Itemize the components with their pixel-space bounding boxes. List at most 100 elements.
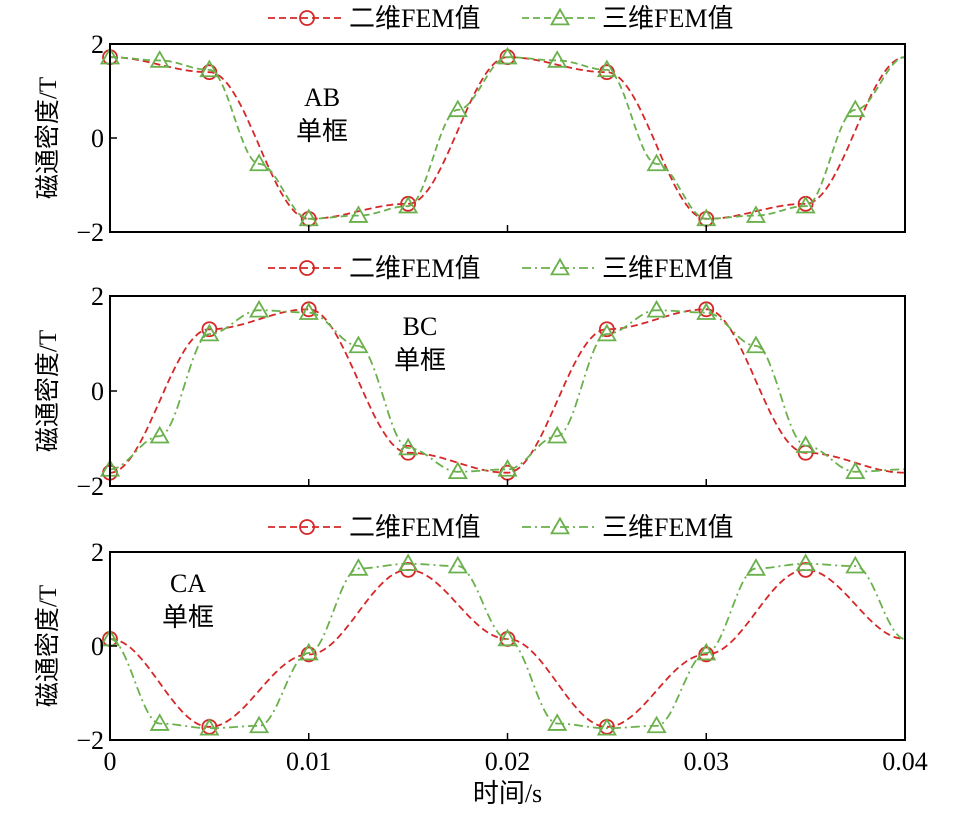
legend-label: 三维FEM值 xyxy=(602,513,733,542)
data-point-fem3d xyxy=(596,59,617,78)
data-point-fem3d xyxy=(795,195,816,214)
series-line-fem3d xyxy=(110,562,905,730)
legend-marker xyxy=(299,10,315,26)
data-point-fem3d xyxy=(199,323,220,342)
data-point-fem3d xyxy=(298,642,319,661)
y-tick-label: −2 xyxy=(76,472,104,501)
data-point-fem3d xyxy=(795,435,816,453)
data-point-fem3d xyxy=(149,425,170,444)
legend-label: 二维FEM值 xyxy=(349,254,480,283)
y-tick-label: −2 xyxy=(76,726,104,755)
data-point-fem3d xyxy=(348,558,369,576)
legend-label: 二维FEM值 xyxy=(349,513,480,542)
data-point-fem3d xyxy=(149,713,170,731)
series-line-fem3d xyxy=(110,309,905,473)
panel-annotation: CA xyxy=(170,569,206,598)
data-point-fem3d xyxy=(646,715,667,734)
data-point-fem3d xyxy=(348,205,369,223)
y-axis-label: 磁通密度/T xyxy=(34,77,62,199)
x-tick-label: 0.01 xyxy=(286,747,332,776)
data-point-fem2d xyxy=(698,646,715,663)
data-point-fem3d xyxy=(795,553,816,572)
data-point-fem3d xyxy=(398,195,419,214)
data-point-fem3d xyxy=(199,717,220,736)
legend: 二维FEM值 三维FEM值 xyxy=(268,4,733,33)
legend-marker xyxy=(299,519,315,535)
legend: 二维FEM值 三维FEM值 xyxy=(268,513,733,542)
data-point-fem3d xyxy=(199,59,220,78)
data-point-fem3d xyxy=(249,299,270,318)
data-point-fem3d xyxy=(745,558,766,576)
data-point-fem3d xyxy=(298,302,319,320)
series-line-fem3d xyxy=(110,56,905,220)
y-tick-label: −2 xyxy=(76,218,104,247)
panel-1: 2 0 −2 磁通密度/T AB 单框 二维FEM值 三维FEM值 xyxy=(34,4,906,247)
data-point-fem3d xyxy=(696,302,717,320)
y-axis-label: 磁通密度/T xyxy=(34,330,62,452)
series-line-fem2d xyxy=(110,308,905,474)
y-tick-label: 0 xyxy=(91,377,104,406)
data-point-fem3d xyxy=(646,299,667,318)
legend-marker xyxy=(549,516,571,535)
data-point-fem2d xyxy=(300,301,317,318)
data-point-fem3d xyxy=(249,715,270,734)
x-tick-label: 0.03 xyxy=(684,747,730,776)
data-point-fem3d xyxy=(547,425,568,444)
data-point-fem3d xyxy=(646,153,667,172)
y-tick-label: 2 xyxy=(91,282,104,311)
data-point-fem3d xyxy=(497,628,518,647)
series-line-fem2d xyxy=(110,569,905,728)
data-point-fem3d xyxy=(447,555,468,574)
data-point-fem2d xyxy=(698,301,715,318)
data-point-fem3d xyxy=(348,335,369,354)
x-tick-label: 0 xyxy=(104,747,117,776)
data-point-fem3d xyxy=(845,461,866,480)
data-point-fem3d xyxy=(497,459,518,477)
x-axis-label: 时间/s xyxy=(473,779,542,808)
data-point-fem2d xyxy=(598,321,615,338)
data-point-fem3d xyxy=(149,50,170,68)
data-point-fem3d xyxy=(845,99,866,118)
legend-marker xyxy=(549,257,571,276)
data-point-fem3d xyxy=(745,335,766,354)
x-tick-label: 0.02 xyxy=(485,747,531,776)
y-tick-label: 2 xyxy=(91,538,104,567)
legend: 二维FEM值 三维FEM值 xyxy=(268,254,733,283)
data-point-fem3d xyxy=(547,713,568,731)
data-point-fem2d xyxy=(201,321,218,338)
panel-annotation: AB xyxy=(304,83,340,112)
panel-annotation: BC xyxy=(403,312,438,341)
data-point-fem3d xyxy=(547,50,568,68)
legend-label: 三维FEM值 xyxy=(602,254,733,283)
data-point-fem3d xyxy=(745,205,766,223)
data-point-fem3d xyxy=(398,553,419,572)
panel-annotation: 单框 xyxy=(394,346,446,375)
data-point-fem3d xyxy=(497,46,518,65)
plot-frame xyxy=(109,43,906,233)
data-point-fem3d xyxy=(447,461,468,480)
x-tick-label: 0.04 xyxy=(882,747,928,776)
y-axis-label: 磁通密度/T xyxy=(34,585,62,707)
data-point-fem3d xyxy=(845,555,866,574)
data-point-fem3d xyxy=(249,153,270,172)
legend-marker xyxy=(299,260,315,276)
legend-label: 三维FEM值 xyxy=(602,4,733,33)
plot-frame xyxy=(109,295,906,487)
series-line-fem2d xyxy=(110,56,905,220)
data-point-fem3d xyxy=(696,642,717,661)
legend-marker xyxy=(549,7,571,26)
data-point-fem3d xyxy=(596,323,617,342)
data-point-fem3d xyxy=(398,437,419,456)
legend-label: 二维FEM值 xyxy=(349,4,480,33)
data-point-fem2d xyxy=(300,646,317,663)
data-point-fem3d xyxy=(447,99,468,118)
data-point-fem3d xyxy=(596,717,617,736)
y-tick-label: 0 xyxy=(91,124,104,153)
y-tick-label: 2 xyxy=(91,30,104,59)
y-tick-label: 0 xyxy=(91,632,104,661)
panel-annotation: 单框 xyxy=(162,603,214,632)
panel-2: 2 0 −2 磁通密度/T BC 单框 二维FEM值 三维FEM值 xyxy=(34,254,906,501)
panel-3: 20−20 0.01 0.02 0.03 0.04磁通密度/T时间/sCA单框二维FEM… xyxy=(34,513,928,808)
panel-annotation: 单框 xyxy=(296,117,348,146)
